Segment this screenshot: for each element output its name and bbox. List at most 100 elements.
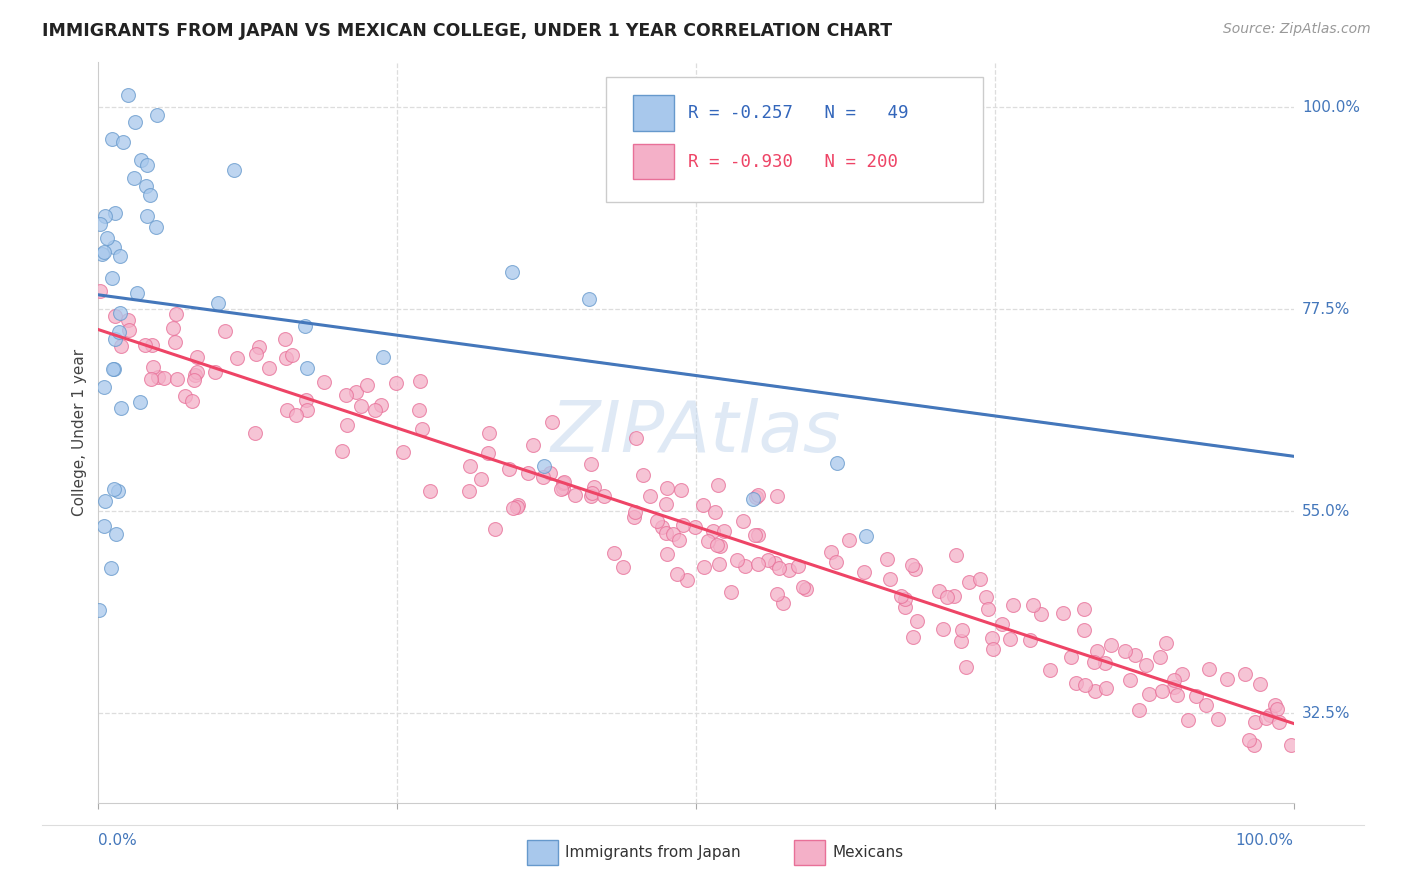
Point: [1128, 703, 1150, 717]
Point: [703, 505, 725, 519]
Point: [709, 557, 731, 571]
Point: [935, 590, 957, 604]
Point: [1002, 598, 1025, 612]
Point: [118, 323, 141, 337]
Point: [747, 527, 769, 541]
Point: [720, 585, 742, 599]
Point: [624, 505, 647, 519]
Point: [838, 533, 860, 547]
Point: [89, 285, 111, 299]
Point: [1264, 698, 1286, 712]
Point: [173, 389, 195, 403]
Point: [1135, 657, 1157, 672]
Point: [713, 524, 735, 538]
Point: [207, 295, 229, 310]
Bar: [633, 144, 675, 179]
Point: [370, 398, 392, 412]
Point: [392, 444, 415, 458]
FancyBboxPatch shape: [606, 78, 983, 202]
Bar: [633, 95, 675, 130]
Point: [820, 545, 842, 559]
Point: [373, 350, 395, 364]
Point: [1149, 650, 1171, 665]
Point: [1215, 672, 1237, 686]
Point: [645, 514, 668, 528]
Point: [245, 347, 267, 361]
Point: [162, 320, 184, 334]
Point: [1244, 715, 1267, 730]
Point: [553, 476, 575, 491]
Point: [224, 162, 246, 177]
Text: 55.0%: 55.0%: [1302, 504, 1350, 518]
Y-axis label: College, Under 1 year: College, Under 1 year: [72, 349, 87, 516]
Point: [747, 488, 769, 502]
Point: [89, 217, 111, 231]
Point: [184, 368, 207, 383]
Point: [145, 220, 167, 235]
Point: [942, 589, 965, 603]
Point: [314, 376, 336, 390]
Text: 77.5%: 77.5%: [1302, 301, 1350, 317]
Point: [138, 187, 160, 202]
Point: [794, 582, 817, 597]
Point: [107, 483, 129, 498]
Point: [186, 350, 208, 364]
Point: [1177, 713, 1199, 727]
Point: [1163, 680, 1185, 694]
Point: [141, 338, 163, 352]
Point: [142, 359, 165, 374]
Point: [1198, 662, 1220, 676]
Point: [295, 361, 318, 376]
Point: [517, 466, 540, 480]
Point: [522, 437, 544, 451]
Point: [579, 457, 602, 471]
Point: [502, 501, 524, 516]
Point: [1154, 636, 1177, 650]
Point: [501, 265, 523, 279]
Point: [103, 240, 125, 254]
Point: [1119, 673, 1142, 687]
Point: [623, 509, 645, 524]
Point: [879, 572, 901, 586]
Point: [668, 533, 690, 547]
Point: [103, 361, 125, 376]
Point: [533, 458, 555, 473]
Point: [125, 285, 148, 300]
Point: [124, 170, 146, 185]
Point: [165, 307, 187, 321]
Point: [94, 210, 117, 224]
Point: [1029, 607, 1052, 621]
Text: Immigrants from Japan: Immigrants from Japan: [565, 846, 741, 860]
Point: [709, 540, 731, 554]
Point: [484, 522, 506, 536]
Point: [1052, 606, 1074, 620]
Point: [583, 480, 606, 494]
Point: [553, 475, 575, 490]
Point: [603, 546, 626, 560]
Point: [96, 231, 118, 245]
Point: [506, 500, 529, 514]
Point: [578, 292, 600, 306]
Point: [876, 551, 898, 566]
Point: [905, 614, 928, 628]
Point: [281, 348, 304, 362]
Point: [344, 385, 367, 400]
Point: [409, 374, 432, 388]
Point: [108, 249, 131, 263]
Point: [651, 520, 673, 534]
Point: [818, 153, 841, 167]
Point: [131, 153, 153, 168]
Point: [671, 483, 693, 498]
Point: [540, 415, 562, 429]
Point: [100, 132, 122, 146]
Point: [128, 395, 150, 409]
Point: [950, 623, 973, 637]
Point: [696, 534, 718, 549]
Point: [904, 562, 927, 576]
Point: [564, 488, 586, 502]
Point: [136, 158, 159, 172]
Point: [792, 580, 814, 594]
Point: [356, 378, 378, 392]
Point: [787, 559, 810, 574]
Point: [135, 178, 157, 193]
